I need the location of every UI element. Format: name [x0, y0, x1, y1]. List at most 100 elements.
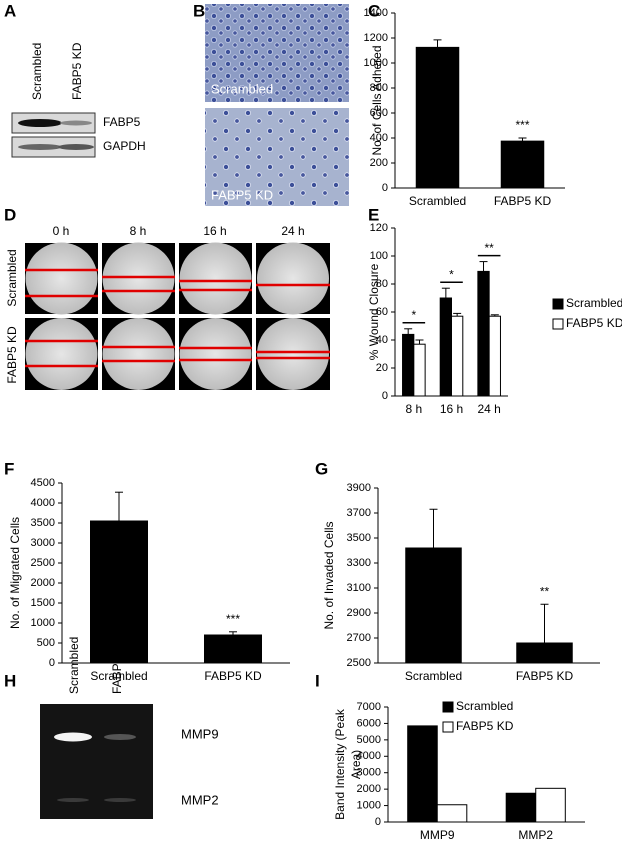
- lane-label: Scrambled: [30, 43, 44, 100]
- error-bar: [540, 603, 549, 643]
- x-tick-label: 8 h: [405, 402, 422, 416]
- error-bar: [479, 261, 488, 272]
- significance-label: ***: [226, 612, 240, 626]
- band-label: GAPDH: [103, 139, 146, 153]
- bar: [505, 792, 537, 823]
- micrographs: Scrambled FABP5 KD: [205, 4, 349, 206]
- micrograph-label: FABP5 KD: [211, 187, 273, 202]
- bar: [407, 725, 438, 823]
- y-axis-label: No. of Migrated Cells: [8, 517, 22, 629]
- x-tick-label: Scrambled: [90, 669, 147, 683]
- y-tick-label: 4000: [31, 497, 55, 509]
- band: [58, 144, 94, 150]
- zymogram: Scrambled FABP5 KD MMP9 MMP2: [40, 636, 219, 819]
- error-bar: [404, 328, 413, 335]
- band: [104, 798, 136, 802]
- y-tick-label: 1000: [364, 57, 388, 69]
- error-bar: [518, 137, 527, 142]
- y-tick-label: 800: [370, 82, 388, 94]
- panel-label: D: [4, 205, 16, 224]
- timepoint-label: 8 h: [130, 224, 147, 238]
- y-tick-label: 200: [370, 157, 388, 169]
- bar: [436, 804, 468, 823]
- y-tick-label: 6000: [357, 717, 381, 729]
- x-tick-label: FABP5 KD: [204, 669, 262, 683]
- legend-label: FABP5 KD: [566, 316, 622, 330]
- bar: [90, 520, 148, 664]
- significance-label: *: [411, 308, 416, 322]
- y-tick-label: 4500: [31, 477, 55, 489]
- legend-label: Scrambled: [456, 699, 513, 713]
- y-tick-label: 2500: [31, 557, 55, 569]
- panel-label: I: [315, 671, 320, 690]
- y-tick-label: 0: [382, 390, 388, 402]
- significance-label: **: [484, 241, 494, 255]
- bar: [488, 315, 501, 397]
- y-axis-label: No. of Cells Adhered: [370, 45, 384, 155]
- x-tick-label: Scrambled: [409, 194, 466, 208]
- significance-label: **: [540, 584, 550, 598]
- y-tick-label: 20: [376, 362, 388, 374]
- y-tick-label: 1000: [357, 799, 381, 811]
- band: [18, 144, 62, 150]
- y-tick-label: 500: [37, 637, 55, 649]
- y-tick-label: 7000: [357, 701, 381, 713]
- panel-label: G: [315, 459, 328, 478]
- y-axis-label: No. of Invaded Cells: [322, 521, 336, 629]
- y-tick-label: 3900: [347, 482, 371, 494]
- legend-label: Scrambled: [566, 296, 622, 310]
- y-tick-label: 600: [370, 107, 388, 119]
- bar: [439, 297, 453, 397]
- band-label: MMP2: [181, 792, 219, 807]
- panel-label: H: [4, 671, 16, 690]
- lane-label: Scrambled: [67, 637, 81, 694]
- western-blot: Scrambled FABP5 KD FABP5 GAPDH: [11, 42, 146, 158]
- y-tick-label: 3100: [347, 582, 371, 594]
- lane-label: FABP5 KD: [70, 42, 84, 100]
- wound-images: 0 h 8 h 16 h 24 h Scrambled FABP5 KD: [5, 224, 330, 390]
- band: [54, 732, 92, 742]
- panel-label: F: [4, 459, 14, 478]
- y-tick-label: 3500: [31, 517, 55, 529]
- micrograph-label: Scrambled: [211, 81, 273, 96]
- bar: [451, 315, 464, 397]
- y-tick-label: 2700: [347, 632, 371, 644]
- y-tick-label: 3000: [357, 767, 381, 779]
- error-bar: [229, 631, 237, 635]
- error-bar: [490, 314, 499, 317]
- bar: [415, 46, 460, 189]
- y-tick-label: 5000: [357, 734, 381, 746]
- error-bar: [453, 312, 462, 317]
- row-label: Scrambled: [5, 249, 19, 306]
- panel-label: A: [4, 1, 16, 20]
- panel-label: B: [193, 1, 205, 20]
- legend-swatch: [552, 298, 564, 310]
- y-tick-label: 0: [382, 182, 388, 194]
- gel: [40, 704, 153, 819]
- y-tick-label: 1200: [364, 32, 388, 44]
- x-tick-label: 24 h: [477, 402, 500, 416]
- timepoint-label: 0 h: [53, 224, 70, 238]
- timepoint-label: 24 h: [281, 224, 304, 238]
- y-tick-label: 0: [375, 816, 381, 828]
- y-tick-label: 1000: [31, 617, 55, 629]
- y-tick-label: 2000: [357, 783, 381, 795]
- bar: [500, 140, 545, 189]
- y-tick-label: 1500: [31, 597, 55, 609]
- y-tick-label: 3500: [347, 532, 371, 544]
- legend-swatch: [442, 721, 454, 733]
- bar: [405, 547, 462, 664]
- legend-swatch: [552, 318, 564, 330]
- panel-labels: A B C D E F G H I: [4, 1, 380, 690]
- panel-label: E: [368, 205, 379, 224]
- band: [18, 119, 62, 127]
- y-tick-label: 2500: [347, 657, 371, 669]
- x-tick-label: FABP5 KD: [516, 669, 574, 683]
- y-axis-label: % Wound Closure: [367, 263, 381, 360]
- x-tick-label: MMP2: [518, 828, 553, 842]
- error-bar: [115, 491, 123, 521]
- significance-label: *: [449, 267, 454, 281]
- x-tick-label: FABP5 KD: [494, 194, 552, 208]
